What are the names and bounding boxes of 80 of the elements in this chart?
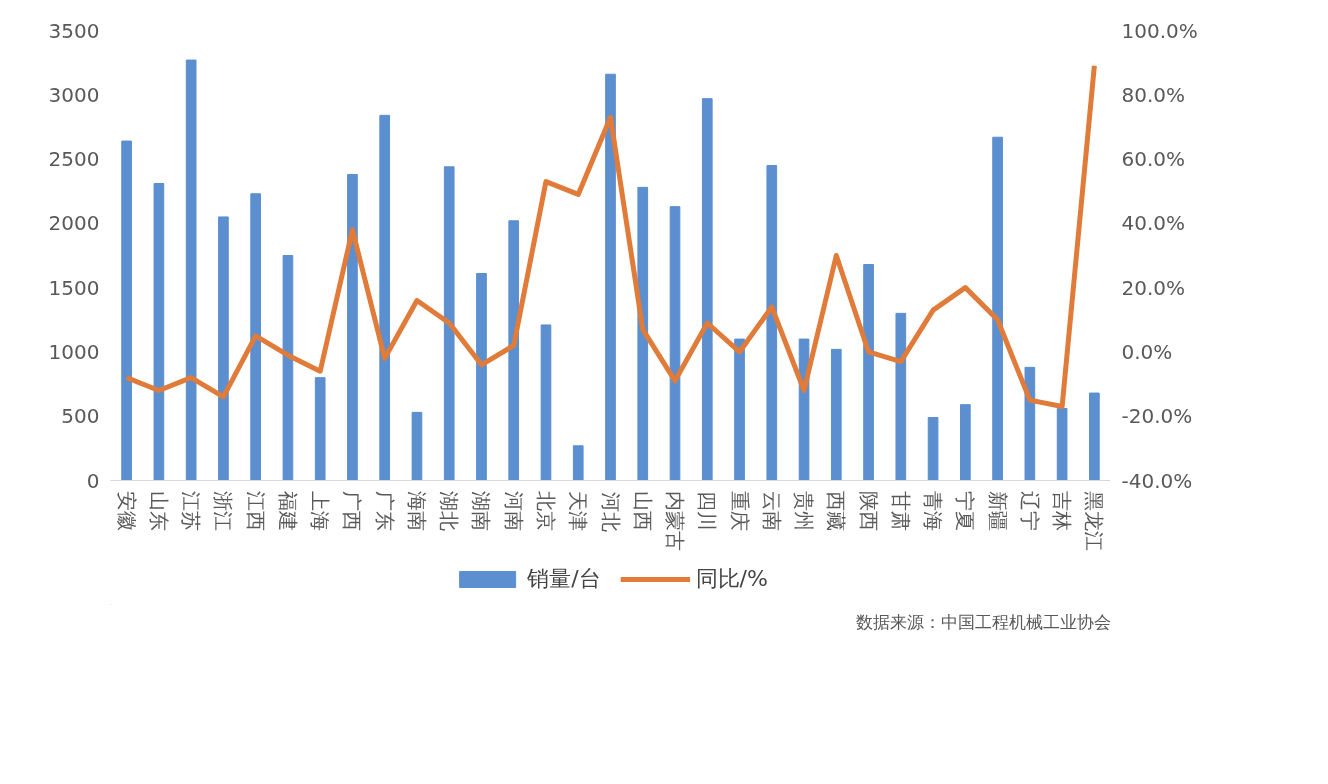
bar xyxy=(476,273,487,481)
bar xyxy=(540,324,552,481)
x-tick-label: 上海 xyxy=(308,491,333,532)
x-tick-label: 山西 xyxy=(630,491,655,532)
y-tick-label: 1500 xyxy=(48,275,100,300)
bar xyxy=(669,206,681,481)
x-tick-label: 湖北 xyxy=(437,491,462,532)
bar xyxy=(701,98,713,481)
x-tick-label: 宁夏 xyxy=(953,491,978,532)
x-tick-label: 四川 xyxy=(695,491,720,532)
y2-tick-label: 100.0% xyxy=(1121,18,1198,43)
bar xyxy=(1056,408,1068,481)
y2-tick-label: 60.0% xyxy=(1121,147,1186,172)
x-tick-label: 浙江 xyxy=(211,491,236,532)
y-tick-label: 2500 xyxy=(48,147,100,172)
y2-tick-label: 40.0% xyxy=(1121,211,1186,236)
y2-tick-label: -40.0% xyxy=(1121,468,1193,493)
x-tick-label: 江西 xyxy=(243,491,268,532)
y-tick-label: 3500 xyxy=(48,18,100,43)
bar xyxy=(605,73,616,481)
x-tick-label: 云南 xyxy=(759,491,784,532)
y-tick-label: 3000 xyxy=(48,82,100,107)
source-note: 数据来源：中国工程机械工业协会 xyxy=(855,611,1111,632)
bar xyxy=(185,59,197,481)
x-tick-label: 山东 xyxy=(146,491,171,532)
bar xyxy=(508,220,520,481)
bar xyxy=(153,183,165,481)
x-tick-label: 河南 xyxy=(501,491,526,532)
bar xyxy=(927,417,939,481)
y2-tick-label: 80.0% xyxy=(1121,82,1186,107)
x-tick-label: 安徽 xyxy=(114,491,139,532)
bar xyxy=(734,338,745,481)
x-tick-label: 陕西 xyxy=(856,491,881,532)
bar xyxy=(895,312,907,481)
legend-label: 销量/台 xyxy=(527,565,601,593)
x-tick-label: 福建 xyxy=(275,491,300,532)
y2-tick-label: 0.0% xyxy=(1121,339,1173,364)
x-tick-label: 河北 xyxy=(598,491,623,532)
x-tick-label: 吉林 xyxy=(1050,491,1075,532)
bar xyxy=(250,193,261,481)
bar xyxy=(411,411,423,481)
bar xyxy=(379,114,391,481)
x-tick-label: 甘肃 xyxy=(888,491,913,532)
bar xyxy=(347,174,358,481)
bar xyxy=(1024,366,1036,481)
bar xyxy=(121,140,132,481)
x-tick-label: 广东 xyxy=(372,491,397,532)
y2-tick-label: -20.0% xyxy=(1121,404,1193,429)
x-tick-label: 新疆 xyxy=(985,491,1010,532)
x-tick-label: 重庆 xyxy=(727,491,752,532)
x-tick-label: 贵州 xyxy=(792,491,817,532)
x-tick-label: 辽宁 xyxy=(1017,491,1042,532)
x-tick-label: 江苏 xyxy=(179,491,204,532)
x-tick-label: 内蒙古 xyxy=(663,491,688,552)
bar xyxy=(1089,392,1100,481)
x-tick-label: 天津 xyxy=(566,491,591,532)
x-tick-label: 湖南 xyxy=(469,491,494,532)
x-tick-label: 青海 xyxy=(921,491,946,532)
bar xyxy=(314,377,326,481)
bar xyxy=(960,404,971,481)
bar xyxy=(282,255,294,481)
x-tick-label: 西藏 xyxy=(824,491,849,532)
x-tick-label: 海南 xyxy=(404,491,429,532)
bar xyxy=(766,165,778,481)
bar xyxy=(572,445,584,481)
x-tick-label: 广西 xyxy=(340,491,365,532)
x-tick-label: 黑龙江 xyxy=(1082,491,1107,552)
y-tick-label: 0 xyxy=(86,468,100,493)
legend-label: 同比/% xyxy=(695,565,768,593)
bar xyxy=(863,264,874,481)
y-tick-label: 1000 xyxy=(48,339,100,364)
y-tick-label: 2000 xyxy=(48,211,100,236)
y2-tick-label: 20.0% xyxy=(1121,275,1186,300)
bar xyxy=(992,136,1003,481)
y-tick-label: 500 xyxy=(61,404,100,429)
bar xyxy=(830,348,842,481)
x-tick-label: 北京 xyxy=(533,491,558,532)
bar xyxy=(218,216,229,481)
bar xyxy=(637,186,649,481)
bar xyxy=(443,166,455,481)
